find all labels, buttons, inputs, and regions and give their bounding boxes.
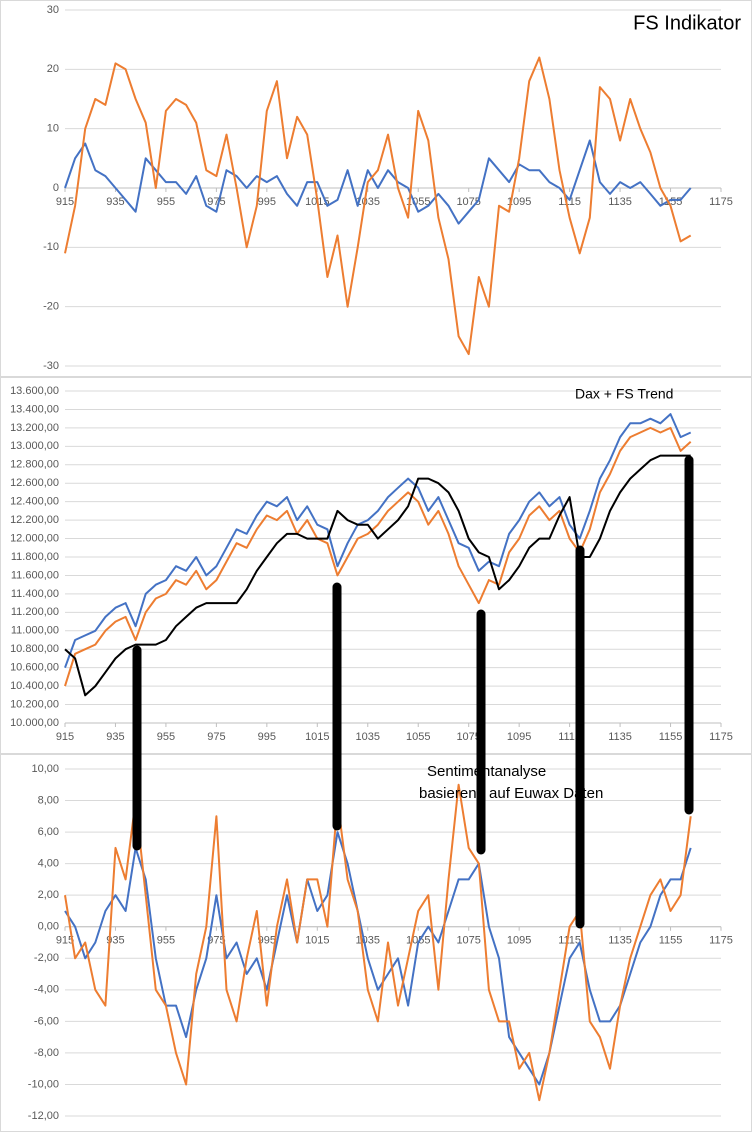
x-tick-label: 1035 — [356, 196, 380, 208]
highlight-bars — [132, 455, 694, 929]
y-tick-label: 10.400,00 — [10, 680, 59, 692]
panel — [0, 754, 752, 1132]
x-tick-label: 1075 — [456, 935, 480, 947]
chart-title: FS Indikator — [633, 12, 741, 34]
x-tick-label: 1155 — [659, 935, 683, 947]
y-tick-label: 4,00 — [38, 858, 59, 870]
panel — [0, 377, 752, 754]
y-tick-label: 10,00 — [31, 763, 59, 775]
x-tick-label: 1055 — [406, 731, 430, 743]
x-tick-label: 935 — [106, 731, 124, 743]
y-tick-label: 10.800,00 — [10, 643, 59, 655]
x-tick-label: 1115 — [558, 935, 581, 947]
x-tick-label: 1095 — [507, 731, 531, 743]
y-tick-label: 13.600,00 — [10, 385, 59, 397]
y-tick-label: -4,00 — [34, 984, 59, 996]
y-tick-label: 11.400,00 — [11, 588, 59, 600]
x-tick-label: 1015 — [305, 731, 329, 743]
y-tick-label: -2,00 — [34, 952, 59, 964]
y-tick-label: 2,00 — [38, 889, 59, 901]
line-series — [64, 56, 692, 356]
line-series — [64, 139, 692, 225]
x-tick-label: 1135 — [608, 935, 632, 947]
y-tick-label: 12.800,00 — [10, 459, 59, 471]
y-tick-label: 12.000,00 — [10, 532, 59, 544]
annotation: Sentimentanalyse — [427, 763, 546, 780]
y-tick-label: -8,00 — [34, 1047, 59, 1059]
x-tick-label: 1155 — [659, 731, 683, 743]
x-tick-label: 1135 — [608, 731, 632, 743]
y-tick-label: 13.400,00 — [10, 403, 59, 415]
x-tick-label: 995 — [258, 935, 276, 947]
y-tick-label: 11.000,00 — [11, 625, 59, 637]
x-tick-label: 935 — [106, 935, 124, 947]
y-tick-label: 11.800,00 — [11, 551, 59, 563]
x-tick-label: 935 — [106, 196, 124, 208]
y-tick-label: -10 — [43, 241, 59, 253]
x-tick-label: 975 — [207, 196, 225, 208]
x-tick-label: 955 — [157, 935, 175, 947]
x-tick-label: 1095 — [507, 935, 531, 947]
x-tick-label: 1095 — [507, 196, 531, 208]
x-tick-label: 1075 — [456, 731, 480, 743]
x-tick-label: 1175 — [709, 731, 733, 743]
y-tick-label: 13.000,00 — [10, 440, 59, 452]
plots: -30 -20 -10 0 10 20 30 915 935 955 975 995 1015 1035 1… — [10, 4, 733, 1122]
x-tick-label: 1175 — [709, 935, 733, 947]
y-tick-label: 6,00 — [38, 826, 59, 838]
x-tick-label: 1175 — [709, 196, 733, 208]
x-tick-label: 975 — [207, 935, 225, 947]
x-tick-label: 975 — [207, 731, 225, 743]
y-tick-label: 11.200,00 — [11, 606, 59, 618]
y-tick-label: 20 — [47, 63, 59, 75]
x-tick-label: 915 — [56, 731, 74, 743]
x-tick-label: 915 — [56, 196, 74, 208]
y-tick-label: 10.600,00 — [10, 662, 59, 674]
y-tick-label: -6,00 — [34, 1015, 59, 1027]
y-tick-label: 10 — [47, 123, 59, 135]
x-tick-label: 1015 — [305, 935, 329, 947]
y-tick-label: 11.600,00 — [11, 569, 59, 581]
annotation: basierend auf Euwax Daten — [419, 785, 603, 802]
x-tick-label: 1035 — [356, 731, 380, 743]
line-series — [64, 783, 692, 1102]
x-tick-label: 955 — [157, 731, 175, 743]
x-tick-label: 955 — [157, 196, 175, 208]
x-tick-label: 915 — [56, 935, 74, 947]
y-tick-label: 8,00 — [38, 794, 59, 806]
y-tick-label: 12.200,00 — [10, 514, 59, 526]
y-tick-label: 0 — [53, 182, 59, 194]
x-tick-label: 995 — [258, 731, 276, 743]
y-tick-label: 10.200,00 — [10, 698, 59, 710]
y-tick-label: 12.400,00 — [10, 496, 59, 508]
y-tick-label: 13.200,00 — [10, 422, 59, 434]
line-series — [64, 426, 692, 687]
y-tick-label: -10,00 — [28, 1078, 59, 1090]
y-tick-label: -30 — [43, 360, 59, 372]
y-tick-label: 30 — [47, 4, 59, 16]
x-tick-label: 1115 — [558, 731, 581, 743]
y-tick-label: 12.600,00 — [10, 477, 59, 489]
y-tick-label: 10.000,00 — [10, 717, 59, 729]
line-series — [64, 413, 692, 669]
x-tick-label: 995 — [258, 196, 276, 208]
x-tick-label: 1115 — [558, 196, 581, 208]
x-tick-label: 1035 — [356, 935, 380, 947]
y-tick-label: -20 — [43, 301, 59, 313]
y-tick-label: -12,00 — [28, 1110, 59, 1122]
y-tick-label: 0,00 — [38, 921, 59, 933]
x-tick-label: 1135 — [608, 196, 632, 208]
annotation: Dax + FS Trend — [575, 386, 673, 402]
line-series — [64, 454, 691, 697]
